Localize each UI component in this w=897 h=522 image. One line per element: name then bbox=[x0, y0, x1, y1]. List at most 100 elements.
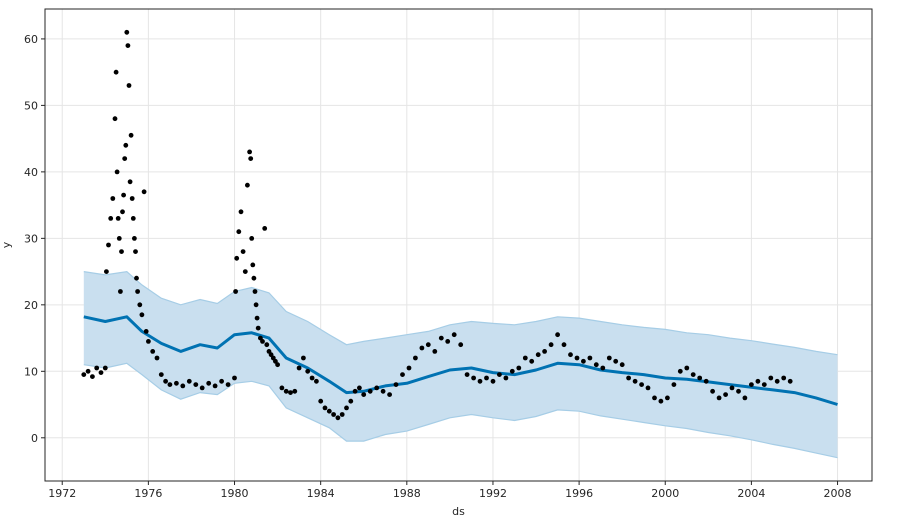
observed-point bbox=[357, 385, 362, 391]
observed-point bbox=[248, 156, 254, 162]
observed-point bbox=[344, 405, 349, 411]
observed-point bbox=[548, 342, 554, 348]
observed-point bbox=[158, 372, 164, 377]
observed-point bbox=[110, 196, 116, 201]
observed-point bbox=[232, 375, 237, 381]
plot-frame bbox=[44, 8, 873, 482]
observed-point bbox=[85, 368, 91, 374]
observed-point bbox=[587, 355, 593, 361]
observed-point bbox=[742, 395, 748, 401]
observed-point bbox=[251, 275, 257, 281]
observed-point bbox=[348, 398, 354, 404]
observed-point bbox=[490, 378, 496, 384]
observed-point bbox=[367, 388, 373, 394]
observed-point bbox=[238, 209, 244, 215]
observed-point bbox=[119, 249, 124, 255]
observed-point bbox=[305, 368, 311, 374]
observed-point bbox=[275, 362, 280, 368]
observed-point bbox=[260, 339, 265, 344]
observed-point bbox=[593, 362, 599, 368]
observed-point bbox=[134, 275, 139, 281]
observed-point bbox=[529, 358, 535, 364]
y-tick-label: 40 bbox=[24, 166, 38, 179]
observed-point bbox=[135, 289, 141, 294]
observed-point bbox=[471, 375, 476, 381]
observed-point bbox=[419, 345, 425, 351]
observed-point bbox=[387, 392, 392, 397]
observed-point bbox=[690, 372, 696, 377]
observed-point bbox=[288, 390, 293, 395]
observed-point bbox=[154, 355, 160, 361]
observed-point bbox=[723, 392, 728, 397]
observed-point bbox=[253, 302, 259, 308]
observed-point bbox=[120, 209, 125, 215]
observed-point bbox=[98, 370, 104, 375]
observed-point bbox=[279, 385, 285, 391]
observed-point bbox=[677, 368, 683, 374]
observed-point bbox=[561, 342, 567, 348]
observed-point bbox=[108, 216, 114, 221]
observed-point bbox=[236, 229, 242, 235]
observed-point bbox=[729, 385, 735, 391]
observed-point bbox=[406, 365, 412, 371]
observed-point bbox=[245, 182, 250, 188]
observed-point bbox=[438, 335, 444, 341]
observed-point bbox=[684, 365, 690, 371]
observed-point bbox=[122, 156, 128, 162]
observed-point bbox=[296, 365, 302, 371]
x-tick-label: 2008 bbox=[824, 487, 852, 500]
observed-point bbox=[167, 382, 173, 387]
observed-point bbox=[626, 375, 631, 381]
observed-point bbox=[250, 262, 256, 268]
observed-point bbox=[186, 378, 192, 384]
observed-point bbox=[606, 355, 612, 361]
observed-point bbox=[273, 358, 278, 364]
observed-point bbox=[535, 352, 541, 358]
observed-point bbox=[432, 349, 438, 354]
observed-point bbox=[199, 385, 205, 391]
observed-point bbox=[339, 412, 345, 417]
y-axis-label: y bbox=[0, 241, 13, 248]
observed-point bbox=[126, 83, 132, 88]
y-tick-label: 0 bbox=[31, 432, 38, 445]
observed-point bbox=[146, 339, 151, 344]
observed-point bbox=[124, 29, 130, 35]
observed-point bbox=[542, 349, 547, 354]
observed-point bbox=[114, 169, 120, 175]
x-tick-label: 1980 bbox=[221, 487, 249, 500]
observed-point bbox=[118, 289, 123, 294]
observed-point bbox=[137, 302, 143, 308]
observed-point bbox=[665, 395, 670, 401]
observed-point bbox=[703, 378, 709, 384]
observed-point bbox=[322, 405, 328, 411]
observed-point bbox=[128, 132, 134, 138]
observed-point bbox=[132, 236, 137, 241]
observed-point bbox=[94, 365, 100, 371]
observed-point bbox=[736, 388, 741, 394]
observed-point bbox=[555, 332, 560, 338]
observed-point bbox=[247, 149, 253, 155]
observed-point bbox=[787, 378, 793, 384]
observed-point bbox=[658, 398, 664, 404]
y-tick-label: 60 bbox=[24, 33, 38, 46]
observed-point bbox=[451, 332, 457, 338]
observed-point bbox=[233, 289, 239, 294]
x-tick-label: 1992 bbox=[479, 487, 507, 500]
observed-point bbox=[484, 375, 489, 381]
observed-point bbox=[150, 349, 156, 354]
observed-point bbox=[400, 372, 405, 377]
observed-point bbox=[129, 196, 135, 201]
observed-points bbox=[81, 29, 793, 421]
y-tick-label: 30 bbox=[24, 232, 38, 245]
observed-point bbox=[613, 358, 619, 364]
observed-point bbox=[174, 380, 179, 386]
observed-point bbox=[600, 365, 606, 371]
observed-point bbox=[361, 392, 367, 397]
observed-point bbox=[749, 382, 754, 387]
observed-point bbox=[697, 375, 703, 381]
observed-point bbox=[143, 329, 149, 334]
x-tick-label: 1996 bbox=[565, 487, 593, 500]
observed-point bbox=[768, 375, 774, 381]
observed-point bbox=[116, 236, 122, 241]
uncertainty-band bbox=[83, 270, 838, 459]
